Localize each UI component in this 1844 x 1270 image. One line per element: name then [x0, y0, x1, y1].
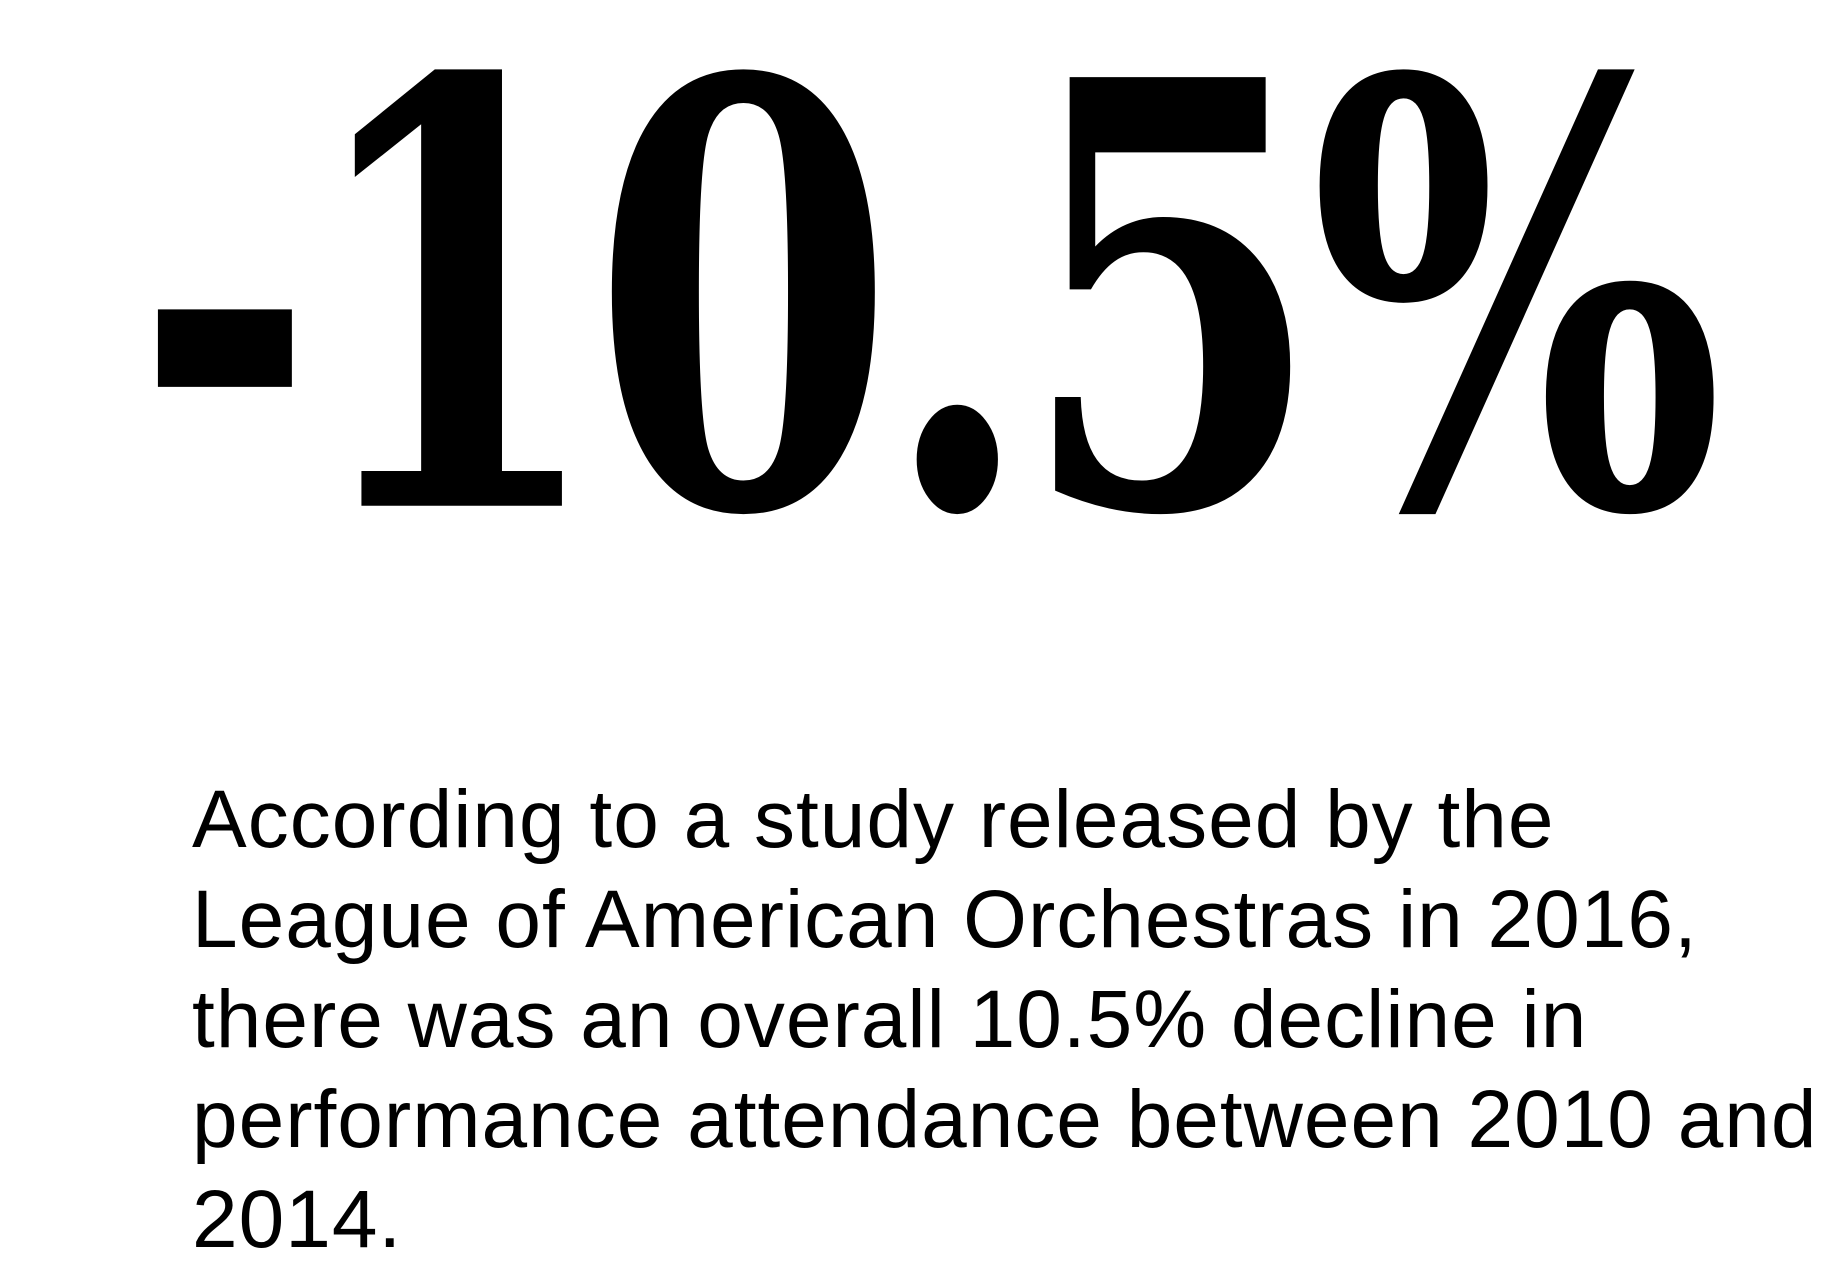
caption-text: According to a study released by the Lea… [192, 774, 1818, 1265]
statistic-value: -10.5% [134, 0, 1724, 646]
statistic-headline: -10.5% [134, 0, 1724, 646]
